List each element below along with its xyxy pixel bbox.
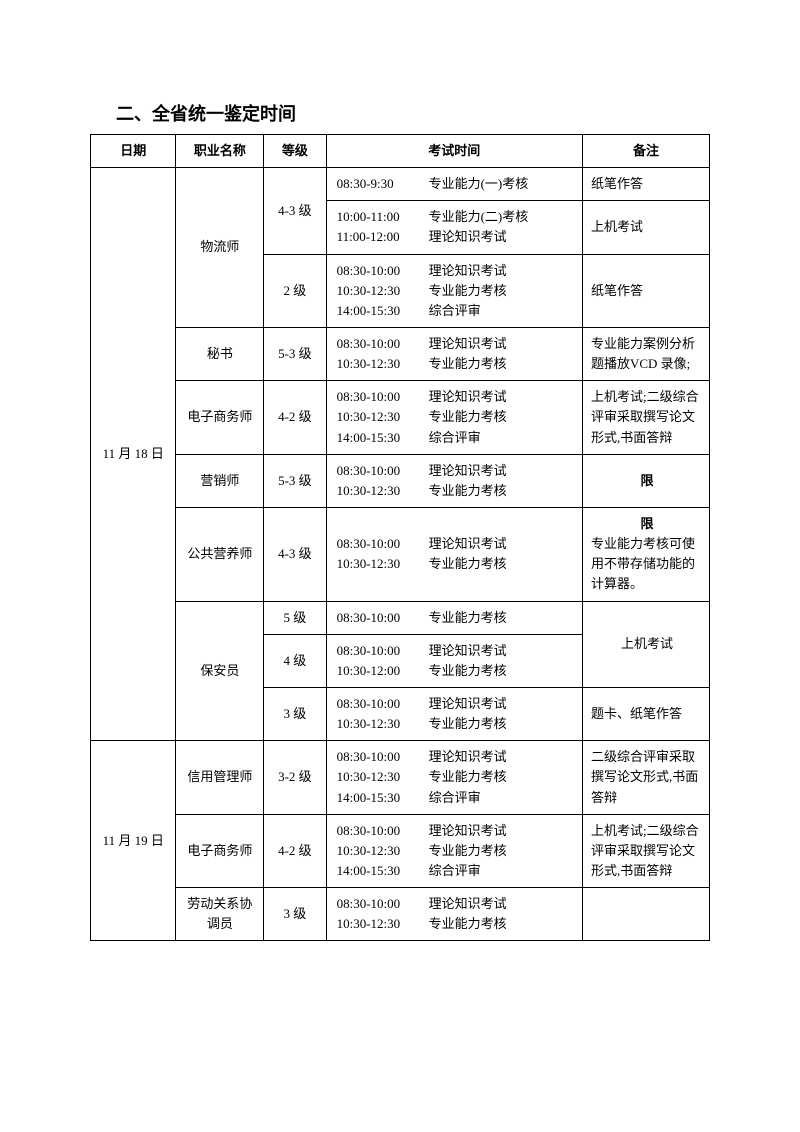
cell-remark-head: 限 <box>591 514 703 534</box>
cell-remark: 纸笔作答 <box>582 168 709 201</box>
cell-level: 5-3 级 <box>264 327 326 380</box>
header-time: 考试时间 <box>326 135 582 168</box>
cell-remark: 上机考试 <box>582 201 709 254</box>
cell-level: 5-3 级 <box>264 454 326 507</box>
cell-name: 电子商务师 <box>176 381 264 454</box>
cell-name: 信用管理师 <box>176 741 264 814</box>
cell-remark-body: 专业能力考核可使用不带存储功能的计算器。 <box>591 534 703 594</box>
cell-name: 公共营养师 <box>176 507 264 601</box>
cell-remark: 上机考试 <box>582 601 709 687</box>
header-date: 日期 <box>91 135 176 168</box>
cell-time: 08:30-10:00理论知识考试10:30-12:30专业能力考核 <box>326 454 582 507</box>
table-row: 电子商务师 4-2 级 08:30-10:00理论知识考试10:30-12:30… <box>91 381 710 454</box>
cell-time: 08:30-10:00理论知识考试10:30-12:30专业能力考核14:00-… <box>326 381 582 454</box>
header-name: 职业名称 <box>176 135 264 168</box>
cell-time: 08:30-10:00理论知识考试10:30-12:30专业能力考核 <box>326 687 582 740</box>
cell-time: 08:30-10:00理论知识考试10:30-12:30专业能力考核 <box>326 888 582 941</box>
cell-name: 电子商务师 <box>176 814 264 887</box>
cell-remark: 纸笔作答 <box>582 254 709 327</box>
table-row: 11 月 19 日 信用管理师 3-2 级 08:30-10:00理论知识考试1… <box>91 741 710 814</box>
cell-level: 3 级 <box>264 888 326 941</box>
section-title: 二、全省统一鉴定时间 <box>116 100 710 126</box>
table-row: 秘书 5-3 级 08:30-10:00理论知识考试10:30-12:30专业能… <box>91 327 710 380</box>
table-row: 劳动关系协调员 3 级 08:30-10:00理论知识考试10:30-12:30… <box>91 888 710 941</box>
cell-level: 4 级 <box>264 634 326 687</box>
cell-name: 劳动关系协调员 <box>176 888 264 941</box>
cell-remark: 限 专业能力考核可使用不带存储功能的计算器。 <box>582 507 709 601</box>
cell-date: 11 月 19 日 <box>91 741 176 941</box>
cell-time: 08:30-10:00理论知识考试10:30-12:00专业能力考核 <box>326 634 582 687</box>
cell-level: 3 级 <box>264 687 326 740</box>
table-header-row: 日期 职业名称 等级 考试时间 备注 <box>91 135 710 168</box>
table-row: 电子商务师 4-2 级 08:30-10:00理论知识考试10:30-12:30… <box>91 814 710 887</box>
cell-level: 3-2 级 <box>264 741 326 814</box>
cell-date: 11 月 18 日 <box>91 168 176 741</box>
cell-remark: 题卡、纸笔作答 <box>582 687 709 740</box>
cell-remark: 二级综合评审采取撰写论文形式,书面答辩 <box>582 741 709 814</box>
header-remark: 备注 <box>582 135 709 168</box>
cell-level: 5 级 <box>264 601 326 634</box>
header-level: 等级 <box>264 135 326 168</box>
cell-level: 4-2 级 <box>264 381 326 454</box>
table-row: 保安员 5 级 08:30-10:00专业能力考核 上机考试 <box>91 601 710 634</box>
cell-level: 4-3 级 <box>264 168 326 254</box>
cell-time: 08:30-9:30专业能力(一)考核 <box>326 168 582 201</box>
cell-name: 保安员 <box>176 601 264 741</box>
cell-time: 08:30-10:00理论知识考试10:30-12:30专业能力考核14:00-… <box>326 254 582 327</box>
table-row: 营销师 5-3 级 08:30-10:00理论知识考试10:30-12:30专业… <box>91 454 710 507</box>
table-row: 11 月 18 日 物流师 4-3 级 08:30-9:30专业能力(一)考核 … <box>91 168 710 201</box>
cell-name: 秘书 <box>176 327 264 380</box>
cell-remark: 上机考试;二级综合评审采取撰写论文形式,书面答辩 <box>582 814 709 887</box>
cell-time: 10:00-11:00专业能力(二)考核11:00-12:00理论知识考试 <box>326 201 582 254</box>
cell-remark: 限 <box>582 454 709 507</box>
cell-time: 08:30-10:00理论知识考试10:30-12:30专业能力考核 <box>326 507 582 601</box>
page: 二、全省统一鉴定时间 日期 职业名称 等级 考试时间 备注 11 月 18 日 … <box>0 0 800 981</box>
schedule-table: 日期 职业名称 等级 考试时间 备注 11 月 18 日 物流师 4-3 级 0… <box>90 134 710 941</box>
cell-level: 4-3 级 <box>264 507 326 601</box>
cell-remark: 上机考试;二级综合评审采取撰写论文形式,书面答辩 <box>582 381 709 454</box>
table-row: 公共营养师 4-3 级 08:30-10:00理论知识考试10:30-12:30… <box>91 507 710 601</box>
cell-name: 营销师 <box>176 454 264 507</box>
cell-level: 4-2 级 <box>264 814 326 887</box>
cell-remark: 专业能力案例分析题播放VCD 录像; <box>582 327 709 380</box>
cell-name: 物流师 <box>176 168 264 328</box>
cell-time: 08:30-10:00专业能力考核 <box>326 601 582 634</box>
cell-remark <box>582 888 709 941</box>
cell-time: 08:30-10:00理论知识考试10:30-12:30专业能力考核14:00-… <box>326 741 582 814</box>
cell-level: 2 级 <box>264 254 326 327</box>
cell-time: 08:30-10:00理论知识考试10:30-12:30专业能力考核 <box>326 327 582 380</box>
cell-time: 08:30-10:00理论知识考试10:30-12:30专业能力考核14:00-… <box>326 814 582 887</box>
